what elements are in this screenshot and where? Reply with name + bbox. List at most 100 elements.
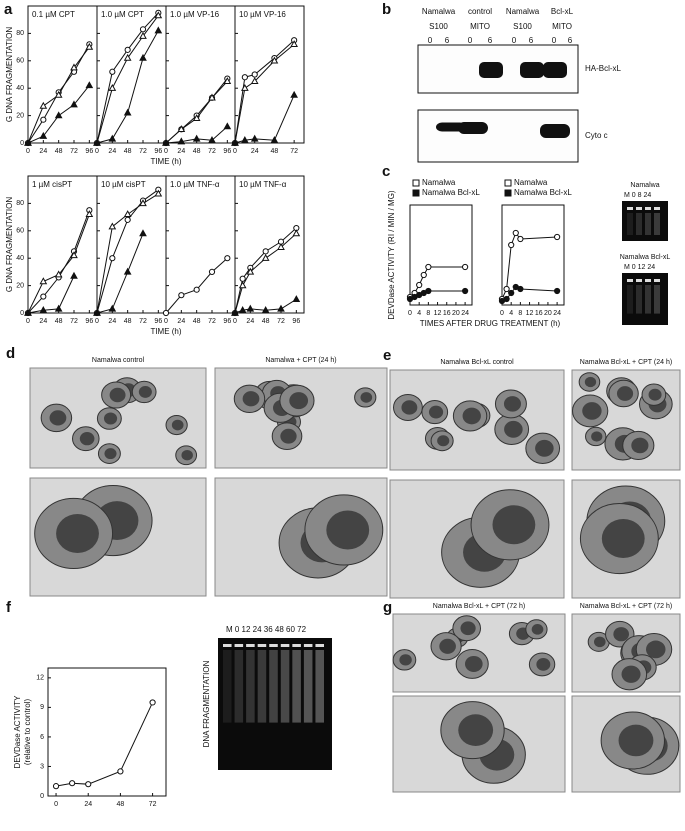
lane-fraction: S100 xyxy=(429,22,448,31)
panel-letter: g xyxy=(383,599,392,616)
gel-smear xyxy=(257,650,267,723)
y-tick-label: 60 xyxy=(16,58,24,65)
plot-title: 0.1 µM CPT xyxy=(32,10,75,19)
x-tick-label: 0 xyxy=(95,318,99,325)
nucleus xyxy=(49,410,67,426)
nucleus xyxy=(464,655,483,672)
legend-marker xyxy=(504,179,512,187)
series-line xyxy=(234,227,297,314)
plot-frame xyxy=(47,667,167,797)
marker xyxy=(241,83,249,91)
lane-fraction: S100 xyxy=(513,22,532,31)
x-axis-label: TIMES AFTER DRUG TREATMENT (h) xyxy=(420,319,561,328)
band xyxy=(543,62,567,78)
marker xyxy=(70,63,78,71)
marker xyxy=(139,229,147,237)
gel-well xyxy=(223,644,232,647)
marker xyxy=(231,138,239,146)
gel-title: Namalwa xyxy=(630,182,659,189)
x-tick-label: 72 xyxy=(277,318,285,325)
marker xyxy=(123,53,132,61)
marker xyxy=(149,699,156,706)
plot-title: 1 µM cisPT xyxy=(32,180,72,189)
marker xyxy=(261,306,270,313)
x-tick-label: 24 xyxy=(246,318,254,325)
marker xyxy=(241,136,249,143)
plot-title: 10 µM TNF-α xyxy=(239,180,287,189)
gel-smear xyxy=(246,650,255,723)
nucleus xyxy=(242,391,260,407)
micrograph xyxy=(214,367,388,469)
x-tick-label: 48 xyxy=(117,801,125,808)
nucleus xyxy=(536,658,551,671)
x-tick-label: 48 xyxy=(193,148,201,155)
marker xyxy=(290,90,298,98)
marker xyxy=(425,263,432,271)
x-tick-label: 0 xyxy=(233,148,237,155)
nucleus xyxy=(56,514,99,553)
marker xyxy=(292,295,301,302)
nucleus xyxy=(460,621,476,636)
x-tick-label: 48 xyxy=(193,318,201,325)
gel-smear xyxy=(292,650,301,723)
x-tick-label: 96 xyxy=(154,148,162,155)
series-line xyxy=(234,94,295,144)
y-tick-label: 0 xyxy=(20,140,24,147)
x-tick-label: 96 xyxy=(223,148,231,155)
gel-smear xyxy=(645,285,651,314)
marker xyxy=(224,255,231,262)
gel-well xyxy=(636,279,642,282)
x-tick-label: 24 xyxy=(461,310,469,317)
panel-letter: c xyxy=(382,163,390,180)
y-tick-label: 40 xyxy=(16,255,24,262)
plot-frame xyxy=(96,175,167,314)
x-tick-label: 20 xyxy=(544,310,552,317)
gel-smear xyxy=(654,213,660,235)
lane-time: 6 xyxy=(568,36,573,45)
nucleus xyxy=(616,386,634,401)
gel-well xyxy=(269,644,278,647)
marker xyxy=(425,287,432,295)
nucleus xyxy=(582,402,602,420)
marker xyxy=(39,101,48,109)
marker xyxy=(503,295,510,303)
x-tick-label: 96 xyxy=(85,318,93,325)
marker xyxy=(290,40,298,48)
marker xyxy=(123,108,132,116)
gel-lanes: M 0 8 24 xyxy=(624,192,651,199)
gel-well xyxy=(315,644,324,647)
marker xyxy=(70,271,78,279)
x-tick-label: 16 xyxy=(443,310,451,317)
x-tick-label: 0 xyxy=(408,310,412,317)
marker xyxy=(109,68,116,75)
marker xyxy=(117,768,124,775)
x-tick-label: 8 xyxy=(518,310,522,317)
marker xyxy=(508,289,515,297)
nucleus xyxy=(437,435,450,447)
x-tick-label: 0 xyxy=(26,318,30,325)
marker xyxy=(261,253,270,261)
plot-frame xyxy=(27,5,98,144)
nucleus xyxy=(360,392,373,403)
series-line xyxy=(27,275,75,314)
nucleus xyxy=(646,640,666,659)
gel-smear xyxy=(645,213,651,235)
x-tick-label: 0 xyxy=(233,318,237,325)
series-line xyxy=(96,189,159,314)
plot-frame xyxy=(96,5,167,144)
marker xyxy=(238,281,247,289)
legend-label: Namalwa Bcl-xL xyxy=(422,188,480,197)
marker xyxy=(178,292,185,299)
marker xyxy=(85,81,94,89)
gel-well xyxy=(292,644,301,647)
marker xyxy=(123,267,132,275)
marker xyxy=(70,100,78,108)
nucleus xyxy=(503,396,521,412)
plot-frame xyxy=(165,175,236,314)
marker xyxy=(192,134,201,142)
nucleus xyxy=(535,439,554,457)
x-tick-label: 24 xyxy=(108,148,116,155)
nucleus xyxy=(631,437,649,454)
marker xyxy=(109,255,116,262)
series-line xyxy=(165,78,228,144)
